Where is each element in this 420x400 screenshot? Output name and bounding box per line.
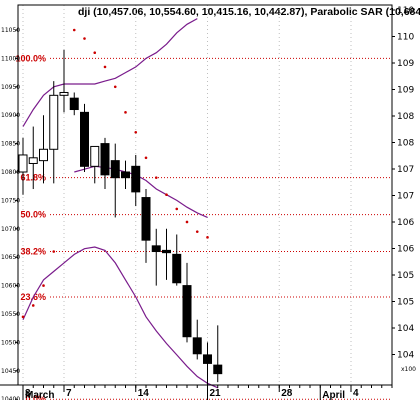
right-tick-label-4: 108 — [397, 112, 414, 122]
y-tick-label-11: 10500 — [1, 339, 20, 346]
sar-point-7 — [103, 65, 107, 69]
y-tick-label-13: 10400 — [1, 396, 20, 400]
y-tick-label-1: 11000 — [1, 55, 20, 62]
sar-point-3 — [52, 250, 56, 253]
right-tick-label-12: 104 — [397, 324, 414, 334]
y-axis-right: 110 110 109 109 108 108 107 107 106 106 105 105 104 1… — [392, 6, 414, 361]
fib-label-0: 100.0% — [15, 53, 46, 63]
sar-point-11 — [144, 156, 148, 160]
y-tick-label-7: 10700 — [1, 226, 20, 233]
y-tick-label-8: 10650 — [1, 254, 20, 261]
x-tick-label-1: 7 — [66, 388, 72, 399]
sar-point-8 — [113, 85, 117, 89]
candle-body-4 — [59, 91, 69, 96]
y-tick-label-3: 10900 — [1, 112, 20, 119]
candle-body-8 — [100, 143, 110, 176]
sar-point-1 — [31, 304, 35, 307]
y-tick-label-4: 10850 — [1, 141, 20, 148]
right-tick-label-2: 109 — [397, 59, 414, 69]
x-tick-label-5: 4 — [353, 388, 359, 399]
y-tick-label-6: 10750 — [1, 197, 20, 204]
month-label-0: March — [25, 390, 54, 400]
candles — [18, 49, 223, 400]
candle-body-10 — [121, 171, 130, 179]
scale-label: x100 — [401, 366, 416, 373]
right-tick-label-9: 106 — [397, 245, 414, 255]
y-tick-label-2: 10950 — [1, 84, 20, 91]
right-tick-label-7: 107 — [397, 192, 414, 202]
sar-point-6 — [93, 51, 97, 55]
y-tick-label-5: 10800 — [1, 169, 20, 176]
candle-body-1 — [28, 157, 38, 164]
right-tick-label-3: 109 — [397, 86, 414, 96]
chart-title: dji (10,457.06, 10,554.60, 10,415.16, 10… — [78, 6, 420, 18]
candle-body-9 — [110, 160, 120, 179]
sar-point-15 — [185, 220, 189, 224]
candle-body-12 — [141, 197, 151, 241]
right-tick-label-8: 106 — [397, 218, 414, 228]
candle-body-11 — [131, 165, 141, 193]
sar-point-17 — [206, 236, 209, 239]
candle-body-13 — [151, 245, 161, 253]
fib-label-5: 0.0% — [25, 394, 46, 400]
month-label-1: April — [322, 390, 345, 400]
right-tick-label-0: 110 — [397, 6, 414, 16]
x-tick-label-3: 21 — [210, 388, 222, 399]
candle-body-5 — [69, 97, 79, 111]
x-tick-label-4: 28 — [281, 388, 293, 399]
right-tick-label-13: 104 — [397, 351, 414, 361]
parabolic-sar — [21, 28, 209, 319]
y-tick-label-9: 10600 — [1, 283, 20, 290]
grid — [22, 5, 352, 385]
fib-label-2: 50.0% — [20, 210, 46, 220]
right-tick-label-11: 105 — [397, 298, 414, 308]
y-tick-label-10: 10550 — [1, 311, 20, 318]
sar-point-12 — [154, 176, 158, 179]
sar-point-4 — [72, 28, 76, 32]
candle-body-18 — [203, 354, 212, 364]
candle-body-7 — [90, 145, 100, 167]
sar-point-16 — [195, 230, 199, 233]
y-tick-label-0: 11050 — [1, 27, 20, 34]
sar-point-5 — [83, 37, 86, 40]
right-tick-label-5: 108 — [397, 139, 414, 149]
lower-band-line — [22, 246, 219, 389]
candle-body-15 — [172, 253, 182, 284]
candle-body-17 — [192, 337, 202, 355]
right-tick-label-1: 110 — [397, 33, 414, 43]
candle-body-2 — [39, 148, 48, 162]
right-tick-label-6: 107 — [397, 165, 414, 175]
y-axis-left: 11050 11000 10950 10900 10850 10800 10750 10700… — [1, 27, 20, 400]
sar-point-14 — [175, 207, 179, 211]
sar-point-10 — [134, 130, 138, 134]
candle-body-19 — [213, 364, 223, 375]
candle-body-14 — [162, 249, 171, 254]
candle-body-3 — [49, 94, 59, 150]
candle-body-6 — [80, 111, 89, 167]
x-tick-label-2: 14 — [138, 388, 150, 399]
candle-body-0 — [18, 154, 28, 173]
sar-point-2 — [42, 284, 45, 287]
fib-label-3: 38.2% — [20, 247, 46, 257]
x-tick-label-0: 3 — [25, 388, 31, 399]
sar-point-13 — [165, 193, 168, 197]
upper-band-line — [22, 18, 198, 127]
x-axis: 3 7 14 21 28 4 March April — [22, 385, 393, 400]
y-tick-label-12: 10450 — [1, 368, 20, 375]
sar-point-9 — [124, 111, 127, 114]
sar-point-0 — [21, 315, 25, 319]
right-tick-label-10: 105 — [397, 271, 414, 281]
candle-body-16 — [182, 285, 192, 338]
